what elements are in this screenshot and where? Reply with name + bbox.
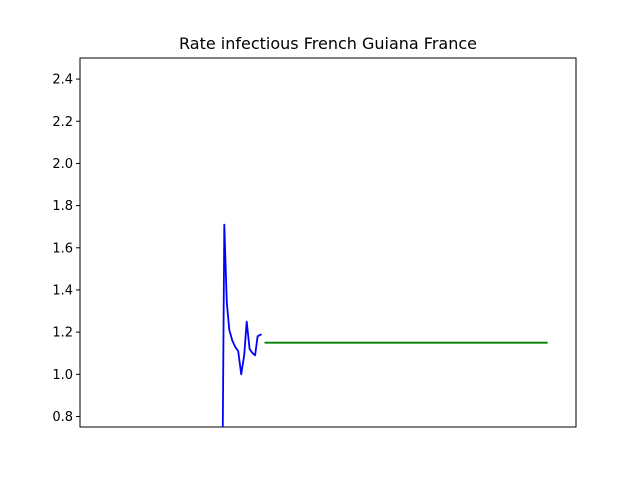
axes-frame: [79, 57, 577, 428]
y-tick-label: 1.4: [52, 283, 73, 298]
y-tick-label: 0.8: [52, 410, 73, 425]
series-group: [221, 223, 548, 428]
y-tick-label: 2.0: [52, 157, 73, 172]
y-tick-label: 2.4: [52, 73, 73, 88]
plot-area: 0.8 1.0 1.2 1.4 1.6 1.8 2.0 2.2 2.4: [52, 57, 577, 428]
y-tick-label: 1.6: [52, 241, 73, 256]
series-line-1: [221, 223, 262, 428]
y-tick-label: 1.8: [52, 199, 73, 214]
y-tick-label: 1.2: [52, 326, 73, 341]
y-tick-label: 1.0: [52, 368, 73, 383]
chart-title: Rate infectious French Guiana France: [179, 34, 477, 53]
y-tick-label: 2.2: [52, 115, 73, 130]
y-axis: 0.8 1.0 1.2 1.4 1.6 1.8 2.0 2.2 2.4: [52, 73, 80, 425]
